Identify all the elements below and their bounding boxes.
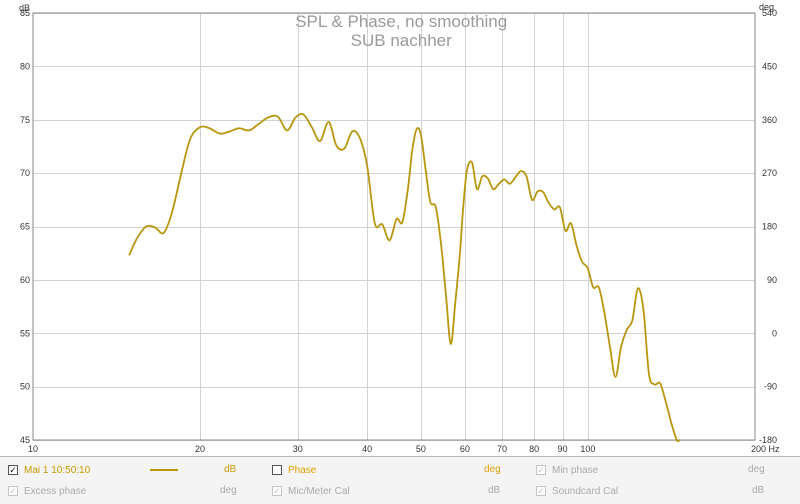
min-phase-unit: deg xyxy=(748,464,765,475)
measurement-unit: dB xyxy=(224,464,237,475)
y-tick-label: 75 xyxy=(20,115,30,125)
legend-item-min-phase[interactable]: ✓ Min phase xyxy=(536,459,598,481)
x-tick-label: 70 xyxy=(497,444,507,454)
x-tick-label: 100 xyxy=(580,444,595,454)
y-tick-label: 70 xyxy=(20,168,30,178)
y2-tick-label: 270 xyxy=(762,168,777,178)
excess-phase-checkbox[interactable]: ✓ xyxy=(8,486,18,496)
legend-item-mic-cal[interactable]: ✓ Mic/Meter Cal xyxy=(272,480,350,502)
x-tick-label: 90 xyxy=(558,444,568,454)
y2-tick-label: 450 xyxy=(762,61,777,71)
excess-phase-label: Excess phase xyxy=(24,485,87,497)
y-tick-label: 60 xyxy=(20,275,30,285)
x-tick-label: 80 xyxy=(529,444,539,454)
spl-chart: SPL & Phase, no smoothing SUB nachher 85… xyxy=(19,2,780,454)
y-tick-label: 50 xyxy=(20,382,30,392)
y-tick-label: 55 xyxy=(20,328,30,338)
legend-item-excess-phase[interactable]: ✓ Excess phase xyxy=(8,480,86,502)
legend-item-soundcard-cal[interactable]: ✓ Soundcard Cal xyxy=(536,480,618,502)
chart-title: SPL & Phase, no smoothing xyxy=(295,12,507,31)
y2-tick-label: 360 xyxy=(762,115,777,125)
y-tick-label: 85 xyxy=(20,8,30,18)
soundcard-cal-unit: dB xyxy=(752,485,765,496)
chart-svg: SPL & Phase, no smoothing SUB nachher 85… xyxy=(19,2,780,454)
mic-cal-unit: dB xyxy=(488,485,501,496)
series-line-spl xyxy=(128,112,681,443)
y-tick-label: 65 xyxy=(20,222,30,232)
y2-tick-label: 0 xyxy=(772,328,777,338)
measurement-label: Mai 1 10:50:10 xyxy=(24,464,91,476)
x-tick-label: 40 xyxy=(362,444,372,454)
mic-cal-label: Mic/Meter Cal xyxy=(288,485,350,497)
y-axis-unit-label: dB xyxy=(19,3,30,13)
measurement-checkbox[interactable]: ✓ xyxy=(8,465,18,475)
phase-unit: deg xyxy=(484,464,501,475)
y-tick-label: 80 xyxy=(20,61,30,71)
measurement-line-swatch xyxy=(150,469,178,471)
x-tick-label: 30 xyxy=(293,444,303,454)
x-tick-label: 20 xyxy=(195,444,205,454)
x-tick-label: 50 xyxy=(416,444,426,454)
excess-phase-unit: deg xyxy=(220,485,237,496)
y2-tick-label: -90 xyxy=(764,382,777,392)
legend-row-2: ✓ Excess phase deg ✓ Mic/Meter Cal dB ✓ … xyxy=(0,480,800,502)
mic-cal-checkbox[interactable]: ✓ xyxy=(272,486,282,496)
x-tick-label: 60 xyxy=(460,444,470,454)
soundcard-cal-checkbox[interactable]: ✓ xyxy=(536,486,546,496)
min-phase-label: Min phase xyxy=(552,464,599,476)
legend-item-measurement[interactable]: ✓ Mai 1 10:50:10 xyxy=(8,459,90,481)
y2-tick-label: -180 xyxy=(759,435,777,445)
phase-label: Phase xyxy=(288,464,317,476)
y2-axis-unit-label: deg xyxy=(759,2,774,12)
y-tick-label: 45 xyxy=(20,435,30,445)
y2-tick-label: 540 xyxy=(762,8,777,18)
legend-panel: ✓ Mai 1 10:50:10 dB Phase deg ✓ Min phas… xyxy=(0,456,800,504)
y2-tick-label: 90 xyxy=(767,275,777,285)
soundcard-cal-label: Soundcard Cal xyxy=(552,485,619,497)
x-tick-label: 200 Hz xyxy=(751,444,780,454)
min-phase-checkbox[interactable]: ✓ xyxy=(536,465,546,475)
x-tick-label: 10 xyxy=(28,444,38,454)
legend-row-1: ✓ Mai 1 10:50:10 dB Phase deg ✓ Min phas… xyxy=(0,459,800,481)
chart-subtitle: SUB nachher xyxy=(351,31,452,50)
legend-item-phase[interactable]: Phase xyxy=(272,459,316,481)
phase-checkbox[interactable] xyxy=(272,465,282,475)
y2-tick-label: 180 xyxy=(762,222,777,232)
plot-frame xyxy=(32,12,756,441)
